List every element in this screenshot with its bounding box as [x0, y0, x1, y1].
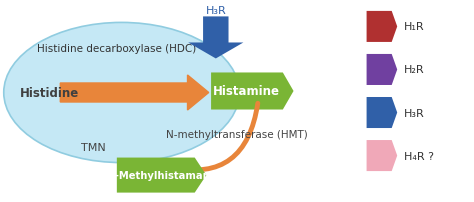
PathPatch shape	[366, 12, 397, 43]
PathPatch shape	[366, 140, 397, 171]
Text: H₄R ?: H₄R ?	[404, 151, 434, 161]
Text: tele-Methylhistamane: tele-Methylhistamane	[93, 170, 217, 180]
PathPatch shape	[366, 98, 397, 128]
PathPatch shape	[188, 17, 243, 59]
Text: N-methyltransferase (HMT): N-methyltransferase (HMT)	[166, 129, 308, 139]
Text: Histamine: Histamine	[213, 85, 280, 98]
Text: Histidine decarboxylase (HDC): Histidine decarboxylase (HDC)	[37, 44, 196, 54]
Text: H₃R: H₃R	[205, 6, 226, 16]
Text: H₁R: H₁R	[404, 22, 425, 32]
PathPatch shape	[211, 73, 293, 110]
PathPatch shape	[117, 158, 206, 193]
FancyArrow shape	[60, 76, 209, 110]
FancyArrowPatch shape	[172, 104, 258, 175]
Text: TMN: TMN	[81, 142, 106, 152]
Text: Histidine: Histidine	[20, 87, 80, 100]
Text: H₃R: H₃R	[404, 108, 425, 118]
PathPatch shape	[366, 55, 397, 86]
Text: H₂R: H₂R	[404, 65, 425, 75]
Ellipse shape	[4, 23, 239, 163]
